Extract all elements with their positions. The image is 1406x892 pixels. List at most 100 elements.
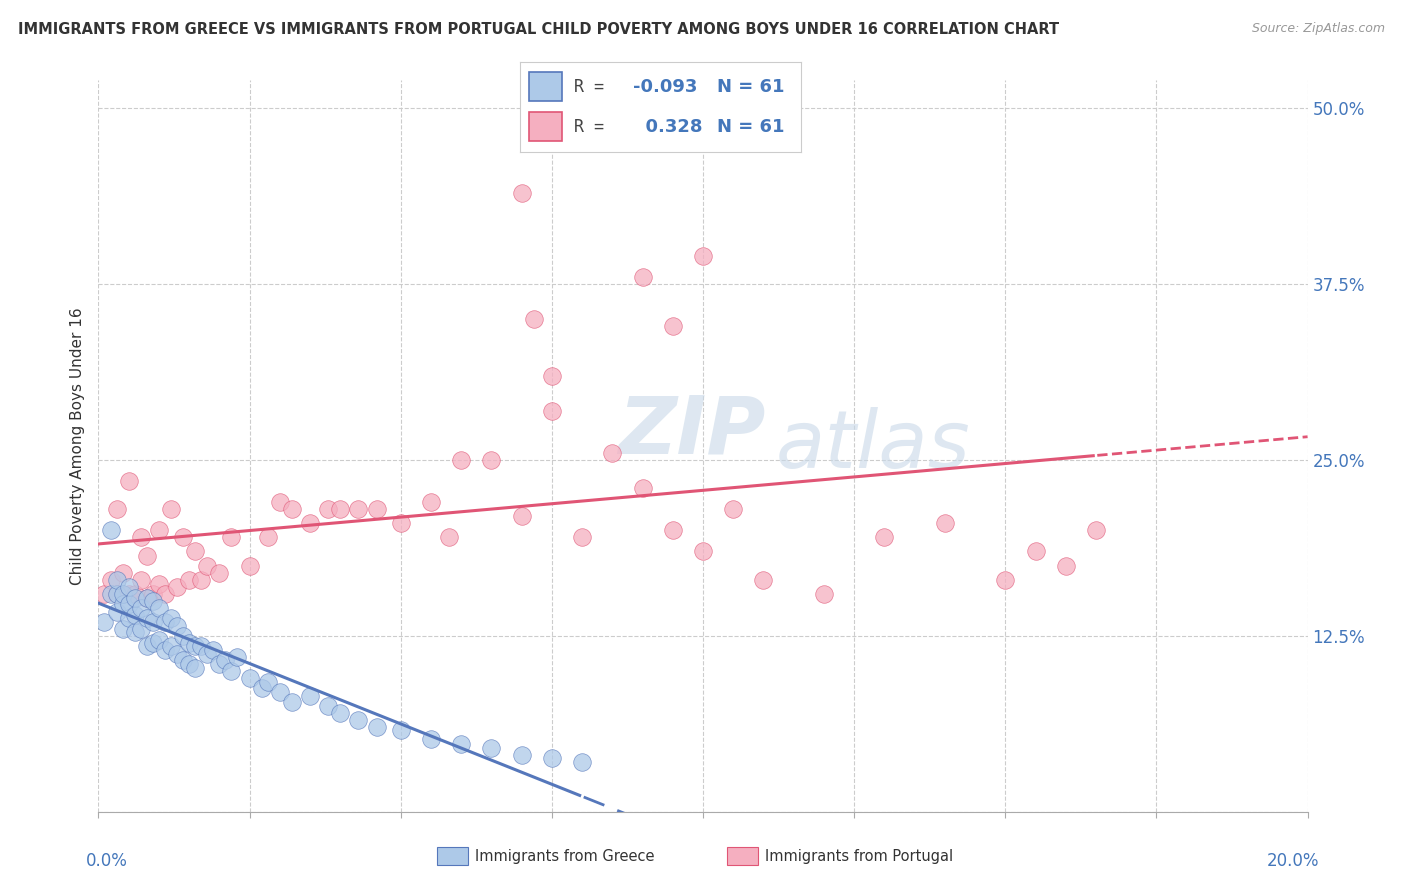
Point xyxy=(118,610,141,624)
Point xyxy=(172,530,194,544)
Point xyxy=(661,524,683,538)
Point xyxy=(148,577,170,591)
Point xyxy=(420,731,443,746)
Point xyxy=(148,524,170,538)
Point xyxy=(190,639,212,653)
Point xyxy=(329,706,352,721)
Point xyxy=(329,502,352,516)
Point xyxy=(208,566,231,580)
Point xyxy=(111,622,134,636)
Point xyxy=(347,714,370,728)
Point xyxy=(221,664,243,678)
Point xyxy=(142,593,165,607)
Point xyxy=(510,748,533,763)
Point xyxy=(510,186,533,200)
Point xyxy=(692,544,714,558)
Point xyxy=(250,681,273,695)
Point xyxy=(124,607,146,622)
Point xyxy=(166,580,188,594)
Point xyxy=(994,573,1017,587)
Point xyxy=(105,502,128,516)
Point xyxy=(190,573,212,587)
Point xyxy=(366,502,388,516)
Point xyxy=(389,516,412,531)
Point xyxy=(195,647,218,661)
Point xyxy=(172,653,194,667)
Point xyxy=(135,549,157,563)
FancyBboxPatch shape xyxy=(529,112,562,141)
Point xyxy=(281,695,304,709)
Text: Source: ZipAtlas.com: Source: ZipAtlas.com xyxy=(1251,22,1385,36)
Point xyxy=(129,600,152,615)
Point xyxy=(347,502,370,516)
Point xyxy=(179,657,201,671)
Point xyxy=(129,573,152,587)
Point xyxy=(571,530,593,544)
FancyBboxPatch shape xyxy=(529,72,562,101)
Point xyxy=(118,474,141,488)
Point xyxy=(148,633,170,648)
Point xyxy=(221,530,243,544)
Point xyxy=(118,580,141,594)
Point xyxy=(148,600,170,615)
Point xyxy=(100,573,122,587)
Point xyxy=(160,502,183,516)
Point xyxy=(239,671,262,685)
Point xyxy=(184,661,207,675)
Point xyxy=(100,524,122,538)
Point xyxy=(135,591,157,605)
Text: Immigrants from Greece: Immigrants from Greece xyxy=(475,849,654,863)
Text: atlas: atlas xyxy=(776,407,970,485)
Point xyxy=(124,624,146,639)
Point xyxy=(540,368,562,383)
Point xyxy=(153,643,176,657)
Point xyxy=(202,643,225,657)
Point xyxy=(389,723,412,738)
Point xyxy=(281,502,304,516)
Text: -0.093: -0.093 xyxy=(633,78,697,95)
Point xyxy=(105,573,128,587)
Point xyxy=(118,587,141,601)
Point xyxy=(111,587,134,601)
Point xyxy=(269,495,291,509)
Point xyxy=(195,558,218,573)
Point xyxy=(105,587,128,601)
Point xyxy=(631,481,654,495)
Point xyxy=(316,502,339,516)
Text: ZIP: ZIP xyxy=(619,392,766,470)
Point xyxy=(661,319,683,334)
Point xyxy=(540,404,562,418)
Point xyxy=(256,530,278,544)
Point xyxy=(111,566,134,580)
Point xyxy=(153,615,176,629)
Point xyxy=(105,587,128,601)
Text: R =: R = xyxy=(574,78,603,95)
Point xyxy=(437,530,460,544)
Point xyxy=(571,756,593,770)
Point xyxy=(1085,524,1108,538)
Text: N = 61: N = 61 xyxy=(717,118,785,136)
Point xyxy=(135,591,157,605)
Point xyxy=(166,647,188,661)
Text: 0.0%: 0.0% xyxy=(86,852,128,870)
Point xyxy=(135,610,157,624)
Point xyxy=(813,587,835,601)
Point xyxy=(481,453,503,467)
Point xyxy=(256,675,278,690)
Point xyxy=(1024,544,1046,558)
Text: Immigrants from Portugal: Immigrants from Portugal xyxy=(765,849,953,863)
Point xyxy=(184,639,207,653)
Text: R =: R = xyxy=(574,118,603,136)
Point xyxy=(129,530,152,544)
Point xyxy=(124,591,146,605)
Point xyxy=(723,502,745,516)
Point xyxy=(299,690,322,704)
Point xyxy=(692,249,714,263)
Point xyxy=(129,622,152,636)
Text: N = 61: N = 61 xyxy=(717,78,785,95)
Point xyxy=(366,720,388,734)
Point xyxy=(873,530,896,544)
Point xyxy=(142,615,165,629)
Point xyxy=(160,610,183,624)
Point xyxy=(142,636,165,650)
